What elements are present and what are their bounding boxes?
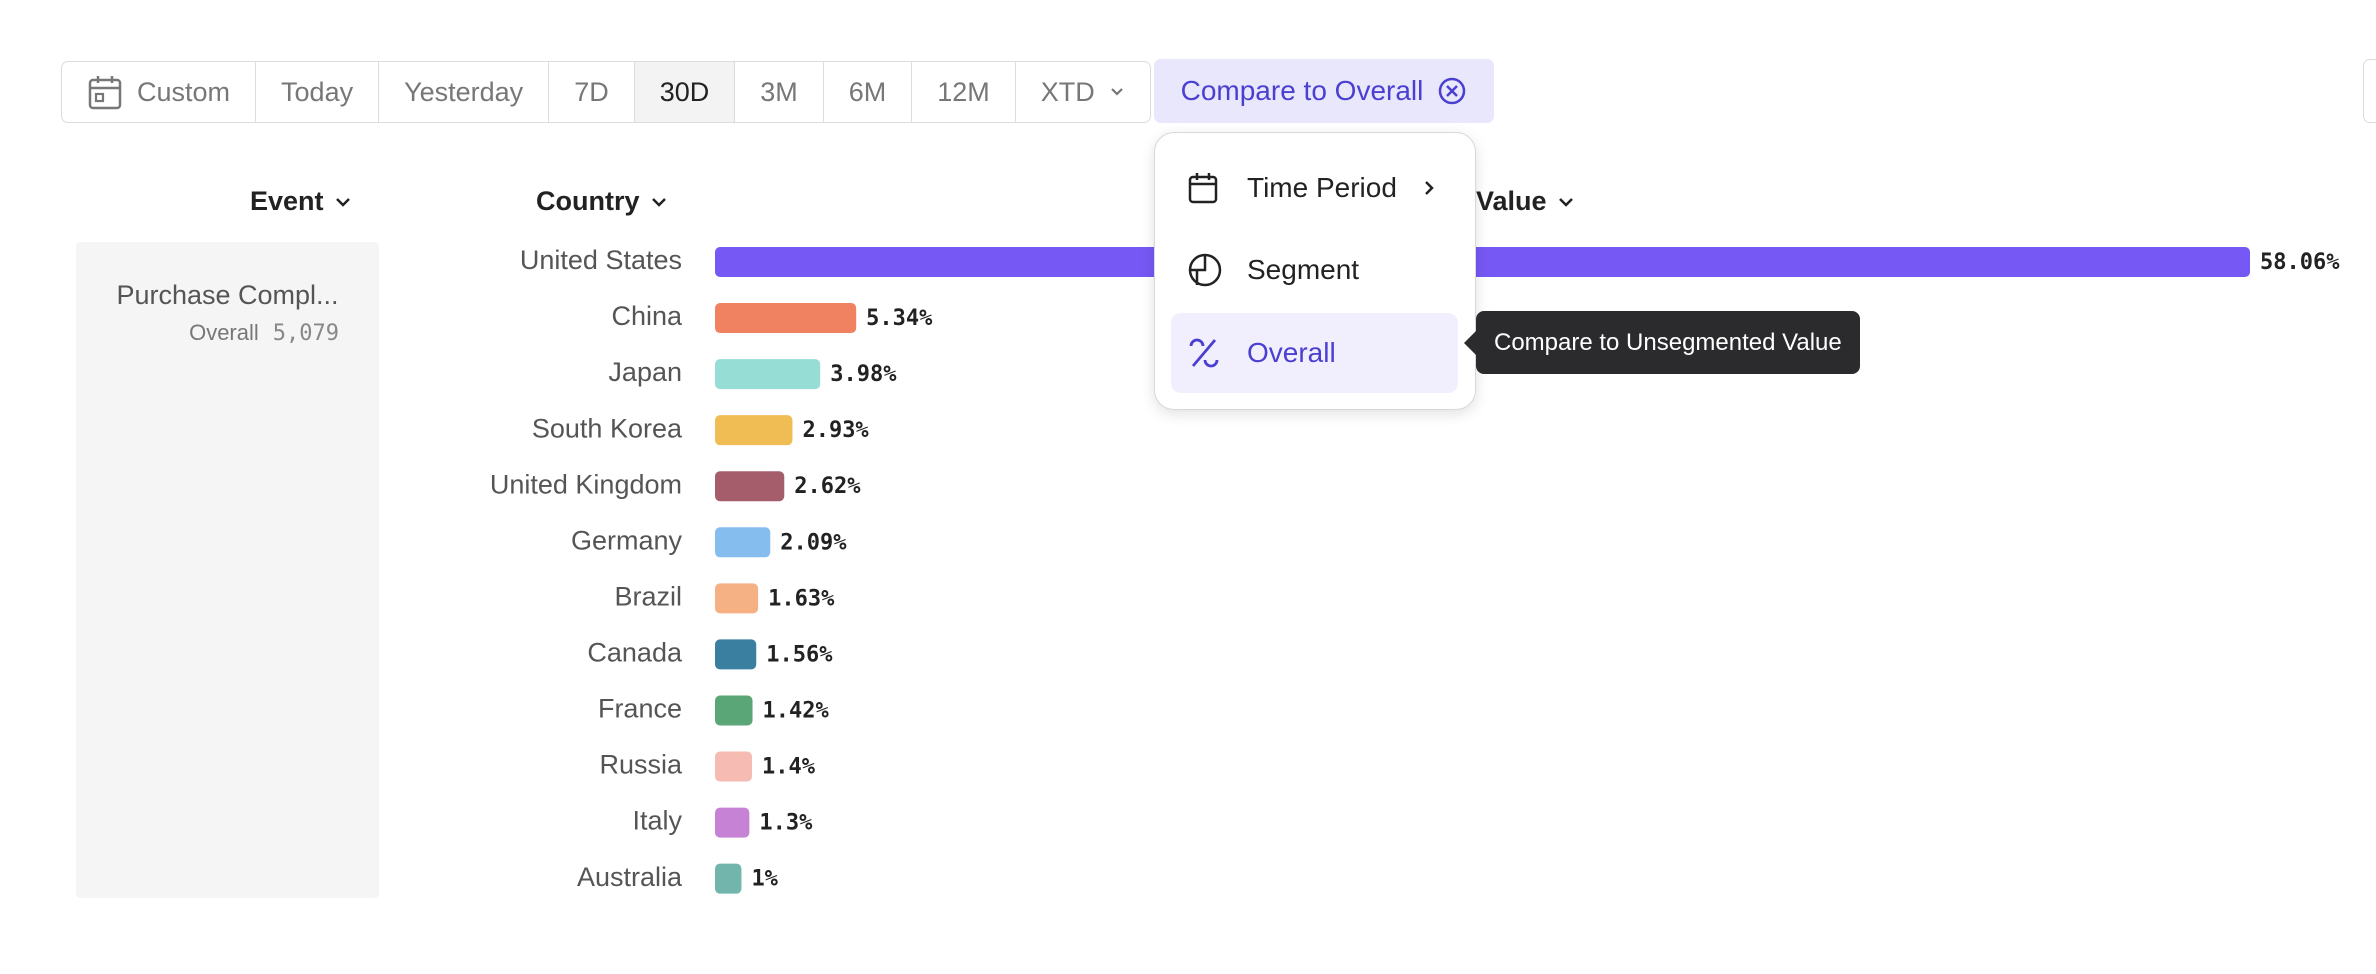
bar <box>715 807 750 838</box>
header-label: Country <box>536 186 640 216</box>
category-label: Brazil <box>614 581 682 611</box>
header-label: Value <box>1476 186 1547 216</box>
compare-menu: Time Period Segment Overall <box>1154 132 1476 410</box>
header-label: Event <box>250 186 324 216</box>
event-value: 5,079 <box>272 321 339 346</box>
clear-icon[interactable] <box>1437 76 1467 106</box>
date-range-button[interactable]: Yesterday <box>378 62 548 122</box>
value-label: 3.98% <box>830 362 897 387</box>
event-label: Overall <box>189 320 259 345</box>
value-label: 1.63% <box>768 586 835 611</box>
date-range-label: 6M <box>848 76 887 107</box>
category-label: Italy <box>632 806 682 836</box>
bar <box>715 863 742 894</box>
category-label: Germany <box>571 525 683 555</box>
menu-label: Time Period <box>1247 172 1397 203</box>
calendar-icon <box>1188 173 1218 204</box>
partial-button[interactable] <box>2363 59 2376 123</box>
bar <box>715 303 857 334</box>
date-range-button[interactable]: 30D <box>633 62 735 122</box>
chevron <box>651 197 666 207</box>
date-range-button[interactable]: 12M <box>911 62 1015 122</box>
value-label: 1.3% <box>759 811 813 836</box>
date-range-label: 12M <box>937 76 990 107</box>
event-cell: Purchase Compl... Overall 5,079 <box>76 242 379 898</box>
value-label: 2.93% <box>802 418 869 443</box>
value-label: 5.34% <box>866 306 933 331</box>
menu-item[interactable]: Time Period <box>1171 148 1458 228</box>
category-label: Canada <box>587 638 683 668</box>
chevron-right <box>1425 181 1434 195</box>
percent-icon <box>1189 338 1219 368</box>
date-range-button[interactable]: 6M <box>822 62 912 122</box>
value-label: 1% <box>751 867 778 892</box>
chevron <box>335 197 350 207</box>
date-range-label: Yesterday <box>404 76 524 107</box>
date-range-button[interactable]: 3M <box>734 62 823 122</box>
date-range-label: Today <box>281 76 354 107</box>
value-label: 1.4% <box>762 755 816 780</box>
category-label: France <box>598 694 682 724</box>
date-range-label: 7D <box>574 76 609 107</box>
menu-label: Segment <box>1247 254 1360 285</box>
bar <box>715 471 785 502</box>
compare-label: Compare to Overall <box>1180 75 1424 106</box>
menu-item[interactable]: Segment <box>1171 230 1458 310</box>
tooltip: Compare to Unsegmented Value <box>1464 311 1860 374</box>
category-label: Australia <box>577 862 683 892</box>
date-range-button[interactable]: 7D <box>548 62 634 122</box>
value-label: 2.62% <box>794 474 861 499</box>
value-label: 1.42% <box>763 698 830 723</box>
date-range-label: XTD <box>1040 76 1095 107</box>
event-header[interactable]: Event <box>250 186 352 217</box>
date-range-label: Custom <box>137 76 231 107</box>
calendar-icon <box>88 76 122 110</box>
country-header[interactable]: Country <box>536 186 668 217</box>
segment-icon <box>1188 253 1222 287</box>
bar <box>715 247 2250 277</box>
date-range-label: 30D <box>659 76 710 107</box>
bar <box>715 751 753 782</box>
bar <box>715 695 753 726</box>
value-label: 1.56% <box>766 642 833 667</box>
category-label: Japan <box>608 357 682 387</box>
date-range-button[interactable]: Today <box>255 62 378 122</box>
category-label: China <box>611 301 683 331</box>
bar <box>715 583 759 614</box>
event-summary: Overall 5,079 <box>189 320 339 346</box>
date-range-label: 3M <box>760 76 798 107</box>
value-label: 2.09% <box>780 530 847 555</box>
bar <box>715 639 757 670</box>
menu-label: Overall <box>1247 337 1336 368</box>
tooltip-text: Compare to Unsegmented Value <box>1494 328 1842 356</box>
date-range-toolbar: Custom Today Yesterday 7D 30D 3M 6M 12M XTD <box>61 61 1151 123</box>
date-range-button[interactable]: XTD <box>1014 62 1150 122</box>
bar <box>715 359 821 390</box>
category-label: United Kingdom <box>490 469 682 499</box>
bar <box>715 415 793 446</box>
compare-button[interactable]: Compare to Overall <box>1154 59 1494 123</box>
bar <box>715 527 771 558</box>
chevron <box>1111 88 1123 96</box>
value-label: 58.06% <box>2260 250 2340 275</box>
date-range-button[interactable]: Custom <box>62 62 255 122</box>
value-header[interactable]: Value <box>1476 186 1575 217</box>
category-label: South Korea <box>532 413 683 443</box>
category-label: United States <box>520 245 682 275</box>
event-name: Purchase Compl... <box>116 280 339 310</box>
chevron <box>1558 197 1573 207</box>
category-label: Russia <box>599 750 683 780</box>
menu-item[interactable]: Overall <box>1171 313 1458 393</box>
